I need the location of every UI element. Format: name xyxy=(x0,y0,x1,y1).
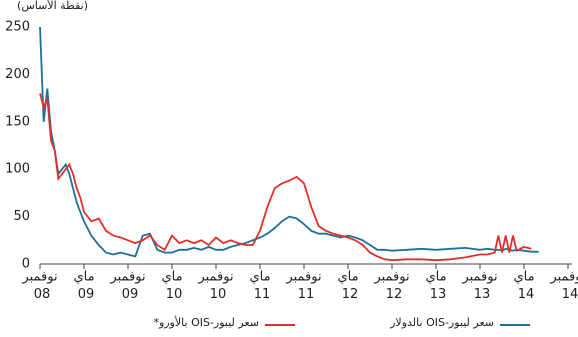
x-tick-label: ماي 12 xyxy=(337,270,358,302)
x-tick-label: نوفمبر 10 xyxy=(197,270,233,302)
x-tick-label: ماي 13 xyxy=(425,270,446,302)
y-tick-label: 250 xyxy=(5,20,30,35)
legend-label: سعر ليبور-OIS بالأورو* xyxy=(153,315,259,329)
x-tick-label: نوفمبر 11 xyxy=(285,270,321,302)
y-tick-label: 50 xyxy=(13,209,30,224)
y-tick-label: 0 xyxy=(22,257,30,272)
x-tick-label: ماي 10 xyxy=(161,270,182,302)
x-tick-label: نوفمبر 09 xyxy=(109,270,145,302)
x-tick-label: نوفمبر 08 xyxy=(21,270,57,302)
y-tick-label: 100 xyxy=(5,162,30,177)
series-line xyxy=(39,26,539,258)
x-tick-label: نوفمبر 12 xyxy=(373,270,409,302)
legend-label: سعر ليبور-OIS بالدولار xyxy=(389,316,494,329)
series-line xyxy=(39,93,532,262)
x-tick-label: ماي 11 xyxy=(249,270,270,302)
x-tick-label: ماي 09 xyxy=(73,270,94,302)
x-tick-label: نوفمبر 14 xyxy=(549,270,578,302)
y-axis-label: (نقطة الأساس) xyxy=(17,0,88,12)
x-tick-label: نوفمبر 13 xyxy=(461,270,497,302)
y-tick-label: 200 xyxy=(5,67,30,82)
y-tick-label: 150 xyxy=(5,114,30,129)
x-tick-label: ماي 14 xyxy=(513,270,534,302)
